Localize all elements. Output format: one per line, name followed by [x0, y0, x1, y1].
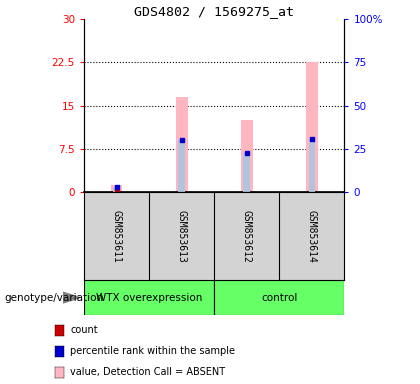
Bar: [84, 280, 214, 315]
Text: control: control: [261, 293, 297, 303]
Title: GDS4802 / 1569275_at: GDS4802 / 1569275_at: [134, 5, 294, 18]
Bar: [113, 187, 120, 192]
Polygon shape: [63, 292, 80, 303]
Text: GSM853612: GSM853612: [242, 210, 252, 263]
Bar: [178, 140, 185, 192]
Bar: [241, 120, 252, 192]
Text: genotype/variation: genotype/variation: [4, 293, 103, 303]
Bar: [306, 63, 318, 192]
Text: GSM853614: GSM853614: [307, 210, 317, 263]
Text: value, Detection Call = ABSENT: value, Detection Call = ABSENT: [70, 367, 225, 377]
Bar: [214, 280, 344, 315]
Bar: [176, 97, 187, 192]
Text: count: count: [70, 325, 98, 335]
Text: GSM853611: GSM853611: [112, 210, 121, 263]
Bar: [309, 139, 315, 192]
Text: GSM853613: GSM853613: [177, 210, 186, 263]
Bar: [111, 185, 122, 192]
Text: WTX overexpression: WTX overexpression: [96, 293, 202, 303]
Bar: [244, 153, 250, 192]
Text: percentile rank within the sample: percentile rank within the sample: [70, 346, 235, 356]
